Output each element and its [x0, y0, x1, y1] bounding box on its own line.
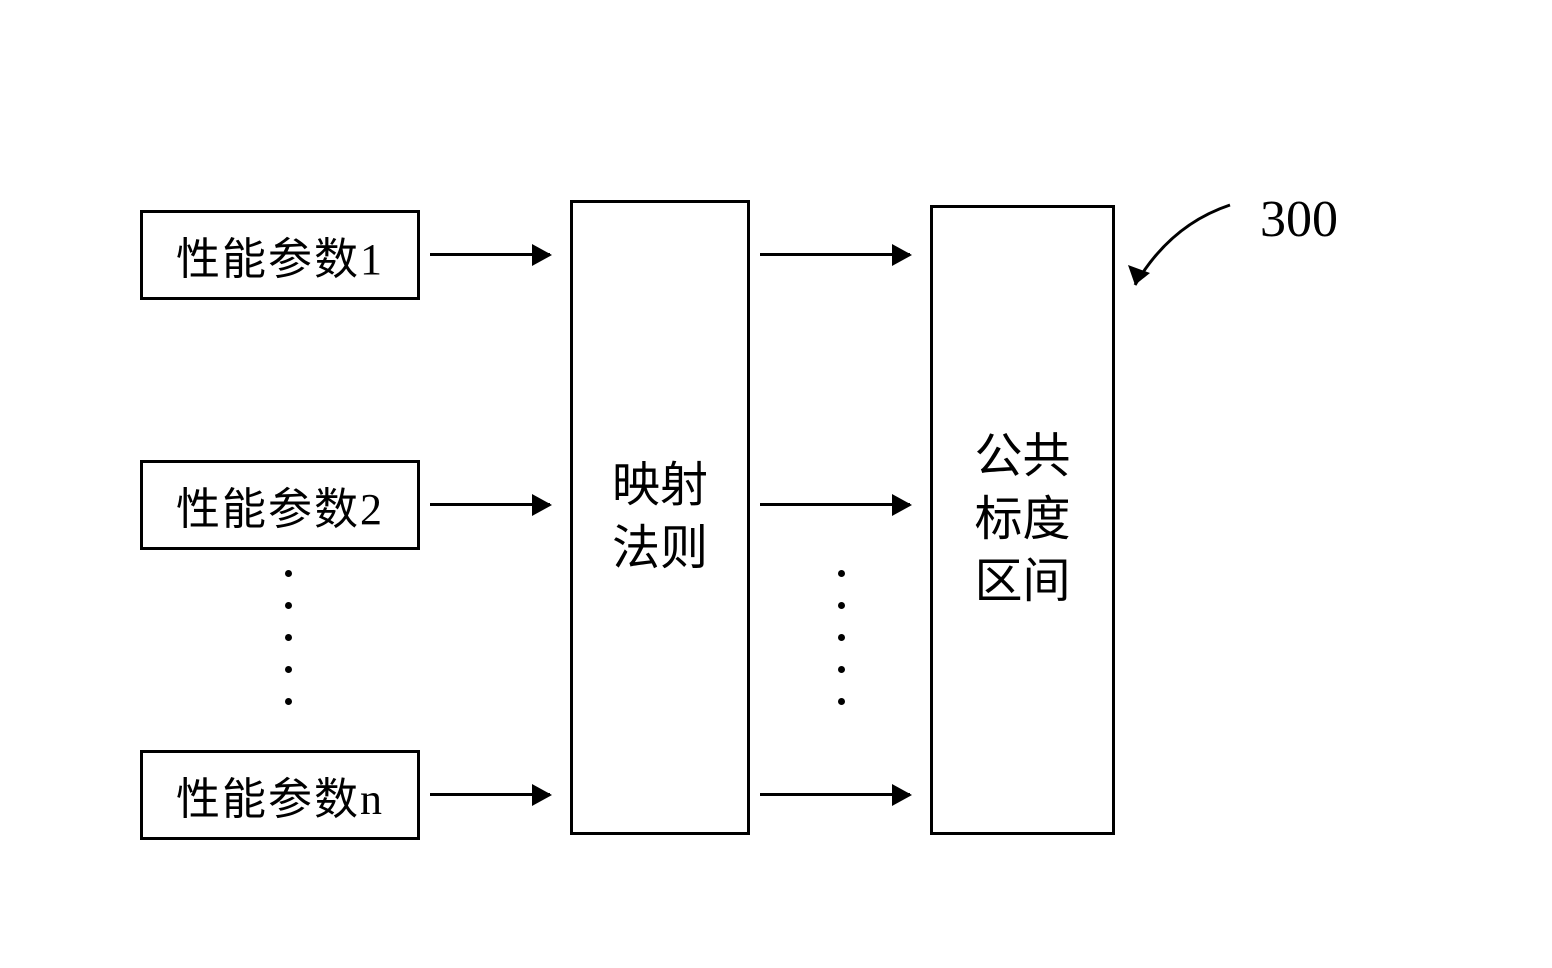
param-box-n: 性能参数n	[140, 750, 420, 840]
arrow-p2-to-mapping	[430, 503, 550, 506]
arrow-p1-to-mapping	[430, 253, 550, 256]
scale-line-1: 公共	[974, 426, 1070, 488]
arrow-m1-to-scale	[760, 253, 910, 256]
mapping-line-1: 映射	[612, 455, 708, 517]
ref-arrow-icon	[1110, 195, 1240, 305]
param-box-2: 性能参数2	[140, 460, 420, 550]
param-label-2: 性能参数2	[176, 473, 384, 537]
ellipsis-params	[285, 570, 292, 705]
param-box-1: 性能参数1	[140, 210, 420, 300]
mapping-line-2: 法则	[612, 518, 708, 580]
diagram-container: 300 性能参数1 性能参数2 性能参数n 映射 法则	[140, 170, 1400, 860]
mapping-box: 映射 法则	[570, 200, 750, 835]
ellipsis-arrows	[838, 570, 845, 705]
scale-line-3: 区间	[974, 551, 1070, 613]
reference-label: 300	[1260, 190, 1338, 249]
scale-line-2: 标度	[974, 489, 1070, 551]
param-label-n: 性能参数n	[176, 763, 384, 827]
arrow-m2-to-scale	[760, 503, 910, 506]
arrow-pn-to-mapping	[430, 793, 550, 796]
scale-box: 公共 标度 区间	[930, 205, 1115, 835]
param-label-1: 性能参数1	[176, 223, 384, 287]
arrow-mn-to-scale	[760, 793, 910, 796]
